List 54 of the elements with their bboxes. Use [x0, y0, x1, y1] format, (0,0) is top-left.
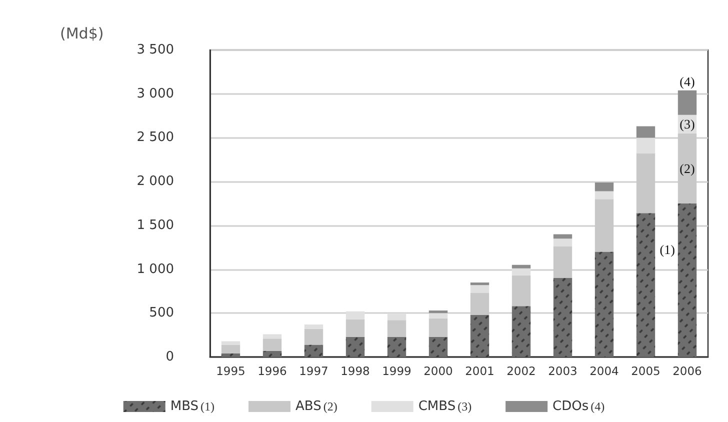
y-axis-title: (Md$) [60, 24, 104, 42]
bar [594, 182, 614, 192]
y-tick-label: 2 000 [136, 174, 174, 190]
legend-label: CMBS(3) [418, 399, 472, 414]
y-tick-label: 3 000 [136, 86, 174, 102]
bar [346, 311, 365, 320]
bar [304, 328, 324, 345]
x-tick-label: 2005 [631, 364, 660, 378]
y-tick-label: 500 [149, 306, 174, 321]
bar [636, 138, 656, 154]
bar [387, 320, 406, 337]
legend-label: MBS(1) [170, 399, 215, 414]
x-tick-label: 2006 [672, 364, 702, 378]
annotation: (3) [680, 116, 695, 132]
bar [678, 90, 697, 115]
bar [428, 318, 448, 337]
bar [512, 264, 531, 268]
bar [304, 324, 324, 329]
annotation: (1) [660, 242, 675, 258]
y-tick-label: 2 500 [136, 130, 174, 146]
bar [553, 238, 572, 246]
x-tick-label: 2003 [548, 364, 578, 378]
x-tick-label: 1998 [340, 364, 370, 378]
bar [428, 313, 448, 318]
bar [512, 268, 531, 276]
bar [594, 191, 614, 200]
x-tick-label: 1999 [382, 364, 412, 378]
bar [512, 275, 531, 306]
y-tick-label: 1 500 [136, 218, 174, 233]
bar [221, 344, 240, 354]
y-tick-label: 1 000 [136, 262, 174, 277]
x-tick-label: 1996 [258, 364, 287, 378]
x-tick-label: 1995 [216, 364, 246, 378]
bar [428, 310, 448, 314]
annotation: (4) [680, 74, 695, 89]
bar [470, 285, 490, 293]
y-tick-label: 0 [166, 350, 174, 364]
x-tick-label: 2001 [465, 364, 494, 378]
bar [470, 282, 490, 286]
x-tick-label: 2004 [590, 364, 619, 378]
x-tick-label: 2002 [506, 364, 536, 378]
bar [346, 319, 365, 337]
x-tick-label: 1997 [299, 364, 328, 378]
x-tick-label: 2000 [424, 364, 453, 378]
bar [553, 234, 572, 239]
bar [262, 338, 282, 351]
annotation: (2) [680, 160, 695, 176]
legend-label: CDOs(4) [552, 399, 605, 414]
bar [636, 126, 656, 138]
bar [262, 334, 282, 339]
legend-label: ABS(2) [296, 399, 338, 414]
bar [221, 341, 240, 345]
y-tick-label: 3 500 [136, 42, 174, 58]
bar [387, 314, 406, 320]
